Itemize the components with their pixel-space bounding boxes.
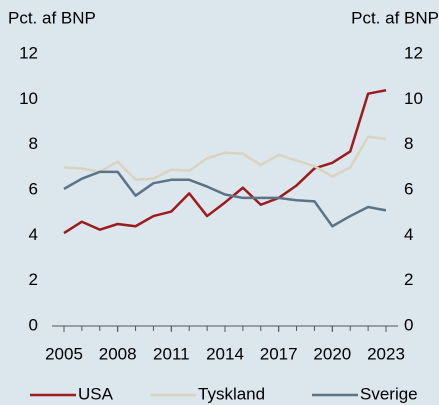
y2-tick-label: 8	[404, 134, 413, 153]
legend-label: Sverige	[360, 384, 418, 403]
y2-tick-label: 4	[404, 225, 413, 244]
x-tick-label: 2014	[206, 344, 244, 363]
x-tick-label: 2005	[45, 344, 83, 363]
y-tick-label: 0	[29, 315, 38, 334]
y-tick-label: 6	[29, 179, 38, 198]
y2-tick-label: 10	[404, 89, 423, 108]
y2-tick-label: 2	[404, 270, 413, 289]
series-line	[63, 170, 387, 228]
series-line	[63, 135, 387, 182]
legend-label: Tyskland	[198, 384, 265, 403]
y-axis-label: Pct. af BNP	[8, 8, 96, 27]
legend-label: USA	[78, 384, 114, 403]
y2-axis-label: Pct. af BNP	[351, 8, 439, 27]
y2-tick-label: 0	[404, 315, 413, 334]
series-line	[63, 89, 387, 235]
x-tick-label: 2023	[367, 344, 405, 363]
x-tick-label: 2017	[260, 344, 298, 363]
y-tick-label: 8	[29, 134, 38, 153]
y2-tick-label: 12	[404, 43, 423, 62]
y-tick-label: 4	[29, 225, 38, 244]
x-tick-label: 2008	[99, 344, 137, 363]
y-tick-label: 12	[19, 43, 38, 62]
y-tick-label: 2	[29, 270, 38, 289]
y-tick-label: 10	[19, 89, 38, 108]
y2-tick-label: 6	[404, 179, 413, 198]
x-tick-label: 2020	[313, 344, 351, 363]
x-tick-label: 2011	[153, 344, 190, 363]
